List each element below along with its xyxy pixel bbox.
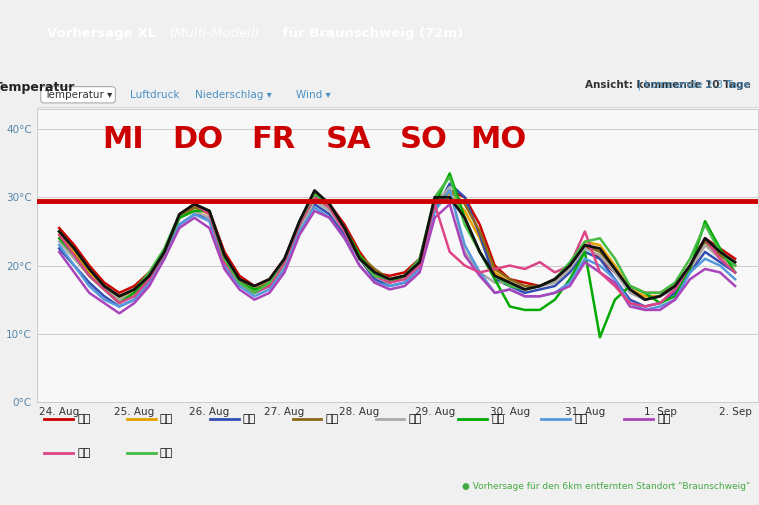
Text: ● Vorhersage für den 6km entfernten Standort "Braunschweig": ● Vorhersage für den 6km entfernten Stan… — [462, 482, 751, 491]
Text: Temperatur ▾: Temperatur ▾ — [44, 90, 112, 100]
Text: Wind ▾: Wind ▾ — [296, 90, 331, 100]
Text: 🇷🇸: 🇷🇸 — [160, 448, 173, 458]
Text: 🇺🇸: 🇺🇸 — [492, 414, 505, 424]
Text: 🇬🇧: 🇬🇧 — [243, 414, 256, 424]
Text: für Braunschweig (72m): für Braunschweig (72m) — [279, 27, 464, 40]
Text: MI: MI — [102, 125, 144, 154]
Text: 🇨🇭: 🇨🇭 — [77, 414, 90, 424]
Text: Vorhersage XL: Vorhersage XL — [48, 27, 166, 40]
Text: 🇩🇪: 🇩🇪 — [326, 414, 339, 424]
Text: 🇬🇧: 🇬🇧 — [408, 414, 422, 424]
Text: FR: FR — [251, 125, 295, 154]
Text: SA: SA — [326, 125, 371, 154]
Text: DO: DO — [172, 125, 224, 154]
Text: SO: SO — [399, 125, 447, 154]
Text: (Multi-Modell): (Multi-Modell) — [170, 27, 260, 40]
Text: | kommende 2-3 Tage: | kommende 2-3 Tage — [631, 80, 751, 90]
Text: Niederschlag ▾: Niederschlag ▾ — [195, 90, 272, 100]
Text: Luftdruck: Luftdruck — [131, 90, 180, 100]
Text: 🇦🇺: 🇦🇺 — [657, 414, 671, 424]
Text: 🇨🇦: 🇨🇦 — [575, 414, 587, 424]
Text: MO: MO — [471, 125, 527, 154]
Text: Temperatur: Temperatur — [0, 81, 75, 94]
Text: 🇳🇴: 🇳🇴 — [77, 448, 90, 458]
Text: Ansicht: kommende 10 Tage: Ansicht: kommende 10 Tage — [584, 80, 751, 90]
Text: 🇩🇪: 🇩🇪 — [160, 414, 173, 424]
